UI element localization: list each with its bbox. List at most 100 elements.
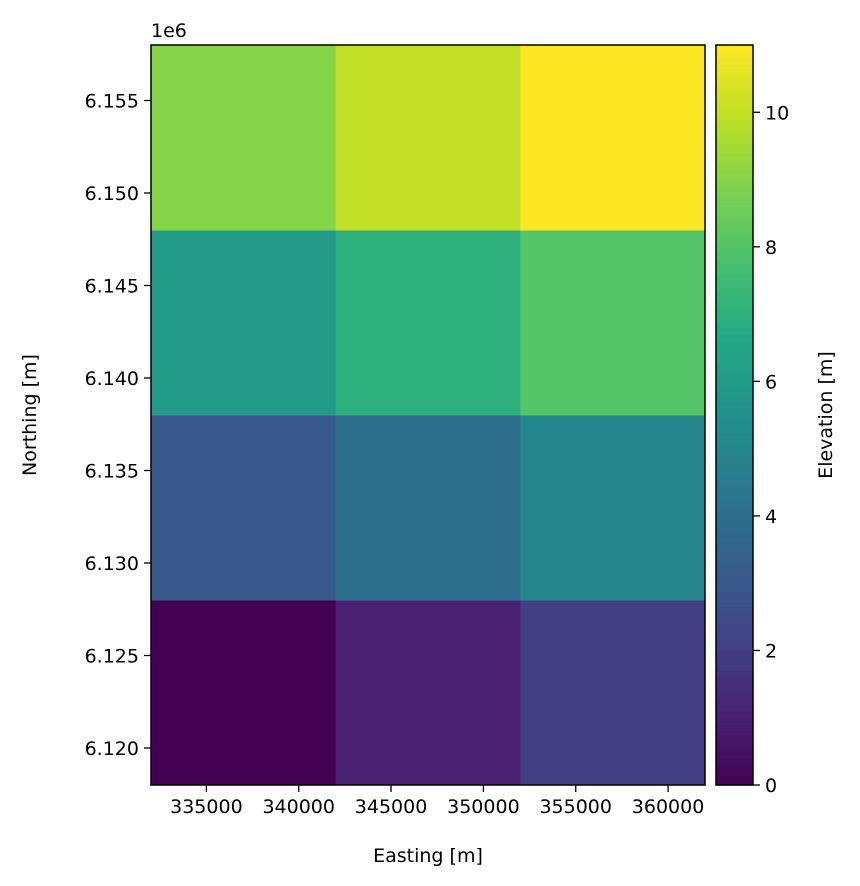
colorbar-segment xyxy=(716,354,753,359)
colorbar-segment xyxy=(716,539,753,544)
colorbar-segment xyxy=(716,223,753,228)
colorbar-segment xyxy=(716,677,753,682)
colorbar-segment xyxy=(716,371,753,376)
colorbar-segment xyxy=(716,357,753,362)
colorbar-segment xyxy=(716,448,753,453)
heatmap-cell xyxy=(520,230,706,416)
heatmap-cells xyxy=(151,45,706,786)
colorbar-segment xyxy=(716,139,753,144)
colorbar-segment xyxy=(716,364,753,369)
colorbar-segment xyxy=(716,660,753,665)
colorbar-segment xyxy=(716,559,753,564)
y-tick-label: 6.145 xyxy=(85,276,139,298)
colorbar-segment xyxy=(716,408,753,413)
colorbar-segment xyxy=(716,68,753,73)
x-tick-label: 340000 xyxy=(262,796,335,818)
colorbar-segment xyxy=(716,526,753,530)
colorbar-segment xyxy=(716,283,753,288)
colorbar-segment xyxy=(716,478,753,483)
y-tick-label: 6.120 xyxy=(85,738,139,760)
colorbar-segment xyxy=(716,314,753,319)
colorbar-segment xyxy=(716,744,753,749)
colorbar-segment xyxy=(716,418,753,423)
colorbar-segment xyxy=(716,48,753,53)
colorbar-segment xyxy=(716,563,753,567)
colorbar-segment xyxy=(716,512,753,517)
colorbar-segment xyxy=(716,179,753,184)
colorbar-ticks: 0 2 4 6 8 10 xyxy=(753,102,789,797)
y-axis-label: Northing [m] xyxy=(19,354,41,476)
colorbar-segment xyxy=(716,727,753,732)
colorbar-segment xyxy=(716,327,753,332)
colorbar-segment xyxy=(716,273,753,278)
colorbar-segment xyxy=(716,122,753,127)
colorbar-segment xyxy=(716,401,753,406)
x-tick-label: 350000 xyxy=(447,796,520,818)
colorbar-segment xyxy=(716,159,753,164)
y-tick-label: 6.155 xyxy=(85,91,139,113)
colorbar-segment xyxy=(716,603,753,608)
colorbar-segment xyxy=(716,51,753,56)
colorbar-segment xyxy=(716,250,753,255)
colorbar-segment xyxy=(716,115,753,120)
colorbar-segment xyxy=(716,176,753,181)
colorbar-segment xyxy=(716,172,753,177)
colorbar-segment xyxy=(716,529,753,534)
colorbar-segment xyxy=(716,45,753,49)
colorbar-segment xyxy=(716,697,753,702)
y-tick-label: 6.140 xyxy=(85,368,139,390)
colorbar-segment xyxy=(716,428,753,433)
colorbar-segment xyxy=(716,445,753,450)
heatmap-cell xyxy=(151,415,337,601)
y-tick-label: 6.125 xyxy=(85,646,139,668)
colorbar-segment xyxy=(716,145,753,150)
y-tick-label: 6.130 xyxy=(85,553,139,575)
colorbar-segment xyxy=(716,586,753,591)
x-axis-ticks: 335000 340000 345000 350000 355000 360000 xyxy=(170,785,704,818)
colorbar-segment xyxy=(716,489,753,493)
colorbar-segment xyxy=(716,381,753,386)
colorbar-segment xyxy=(716,596,753,601)
heatmap-cell xyxy=(151,45,337,231)
colorbar-segment xyxy=(716,680,753,685)
colorbar-segment xyxy=(716,189,753,194)
colorbar-segment xyxy=(716,55,753,60)
colorbar-segment xyxy=(716,253,753,258)
colorbar-segment xyxy=(716,330,753,335)
heatmap-cell xyxy=(520,600,706,786)
colorbar-segment xyxy=(716,700,753,705)
colorbar-segment xyxy=(716,98,753,103)
colorbar-segment xyxy=(716,203,753,208)
colorbar-segment xyxy=(716,347,753,352)
colorbar-segment xyxy=(716,304,753,308)
colorbar-segment xyxy=(716,61,753,66)
colorbar-segment xyxy=(716,290,753,295)
colorbar-segment xyxy=(716,105,753,110)
colorbar-segment xyxy=(716,492,753,497)
colorbar-tick-label: 8 xyxy=(765,237,777,259)
colorbar-segment xyxy=(716,297,753,302)
colorbar-segment xyxy=(716,764,753,769)
colorbar-segment xyxy=(716,209,753,214)
colorbar-segment xyxy=(716,468,753,473)
colorbar-segment xyxy=(716,690,753,695)
colorbar-segment xyxy=(716,351,753,356)
colorbar-segment xyxy=(716,761,753,766)
colorbar-segment xyxy=(716,694,753,699)
colorbar-segment xyxy=(716,707,753,712)
colorbar-segment xyxy=(716,633,753,638)
colorbar-segment xyxy=(716,425,753,430)
colorbar-segment xyxy=(716,643,753,648)
colorbar-segment xyxy=(716,600,753,604)
colorbar-segment xyxy=(716,637,753,641)
colorbar-segment xyxy=(716,684,753,689)
colorbar-segment xyxy=(716,199,753,204)
heatmap-cell xyxy=(520,415,706,601)
colorbar-segment xyxy=(716,569,753,574)
colorbar-segment xyxy=(716,741,753,746)
colorbar-segment xyxy=(716,246,753,251)
colorbar-segment xyxy=(716,82,753,86)
colorbar-segment xyxy=(716,653,753,658)
colorbar-segment xyxy=(716,667,753,672)
colorbar-segment xyxy=(716,156,753,160)
